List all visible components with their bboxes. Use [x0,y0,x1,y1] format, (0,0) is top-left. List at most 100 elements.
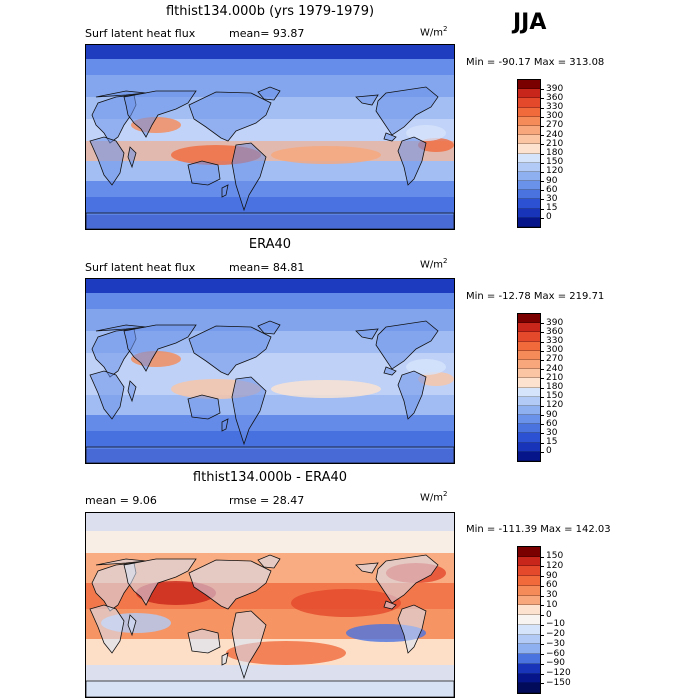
colorbar-label: −150 [546,677,571,688]
colorbar-label: 330 [546,336,564,347]
field-band [86,395,454,415]
colorbar-tick [540,566,544,568]
coastline [375,554,439,604]
coastline [187,160,221,186]
coastline [397,370,427,420]
colorbar-tick [540,378,544,380]
coastline [127,380,137,403]
colorbar-label: 0 [546,446,552,457]
coastline [91,94,137,144]
colorbar-swatch [518,332,540,342]
colorbar-label: 330 [546,102,564,113]
panel-1-colorbar: 390 360 330 300 270 240 210 180 150 120 90 60 30 15 0 [517,79,563,228]
colorbar-tick [540,433,544,435]
colorbar-tick [540,634,544,636]
colorbar-tick [540,673,544,675]
colorbar-swatch [518,369,540,379]
panel-1-units: W/m2 [420,25,448,39]
coastline [257,554,281,569]
colorbar-label: 270 [546,354,564,365]
colorbar-label: 60 [546,184,558,195]
field-blob [406,125,446,141]
coastline [383,366,397,376]
colorbar-tick [540,107,544,109]
colorbar-swatch [518,80,540,90]
colorbar-tick [540,162,544,164]
coastline [221,184,229,198]
colorbar-label: 30 [546,193,558,204]
colorbar-tick [540,171,544,173]
colorbar-tick [540,683,544,685]
colorbar-label: 0 [546,609,552,620]
colorbar-swatch [518,323,540,333]
field-blob [418,372,454,386]
colorbar-swatch [518,556,540,567]
panel-3-units: W/m2 [420,490,448,504]
colorbar-tick [540,208,544,210]
coastline [187,628,221,654]
panel-3-title: flthist134.000b - ERA40 [192,470,348,485]
colorbar-swatch [518,190,540,200]
coastline [397,136,427,186]
colorbar-tick [540,663,544,665]
colorbar-label: −60 [546,648,565,659]
panel-3-rmse: rmse = 28.47 [229,494,305,507]
colorbar-swatch [518,405,540,416]
coastline [188,325,272,376]
colorbar-tick [540,323,544,325]
field-blob [291,589,401,617]
colorbar-label: −20 [546,629,565,640]
colorbar-label: 90 [546,175,558,186]
panel-2-minmax: Min = -12.78 Max = 219.71 [466,291,605,302]
coastline [127,146,137,169]
colorbar-swatch [518,181,540,191]
coastline [89,136,125,186]
colorbar-tick [540,144,544,146]
coastline [127,614,137,637]
coastline [397,604,427,654]
panel-1-title: flthist134.000b (yrs 1979-1979) [165,4,375,19]
colorbar-tick [540,116,544,118]
colorbar-swatch [518,107,540,117]
panel-2-variable-label: Surf latent heat flux [85,261,196,274]
colorbar-label: 60 [546,580,558,591]
colorbar-label: 120 [546,400,564,411]
colorbar-swatch [518,208,540,218]
colorbar-tick [540,89,544,91]
field-band [86,279,454,293]
coastline [355,328,379,340]
coastline [123,90,197,138]
colorbar-swatch [518,199,540,209]
field-band [86,293,454,309]
colorbar-label: 120 [546,560,564,571]
colorbar-label: 390 [546,83,564,94]
colorbar-label: 300 [546,111,564,122]
colorbar-tick [540,595,544,597]
coastline [89,604,125,654]
map-svg [86,45,454,229]
coastline [221,418,229,432]
coastline [231,376,267,446]
colorbar-swatch [518,576,540,586]
colorbar-label: 210 [546,138,564,149]
colorbar-swatch [518,144,540,154]
colorbar-tick [540,451,544,453]
coastline [89,370,125,420]
colorbar-swatch [518,135,540,145]
colorbar-swatch [518,595,540,606]
colorbar-swatch [518,615,540,625]
colorbar-label: −120 [546,668,571,679]
colorbar-tick [540,190,544,192]
panel-1-variable-label: Surf latent heat flux [85,27,196,40]
colorbar-swatch [518,433,540,443]
colorbar-label: 180 [546,148,564,158]
panel-1-map [85,44,455,230]
colorbar-swatch [518,359,540,370]
colorbar-tick [540,135,544,137]
colorbar-tick [540,396,544,398]
colorbar-swatch [518,116,540,126]
colorbar-tick [540,442,544,444]
colorbar-label: 30 [546,427,558,438]
panel-2-map [85,278,455,464]
colorbar-swatch [518,547,540,557]
